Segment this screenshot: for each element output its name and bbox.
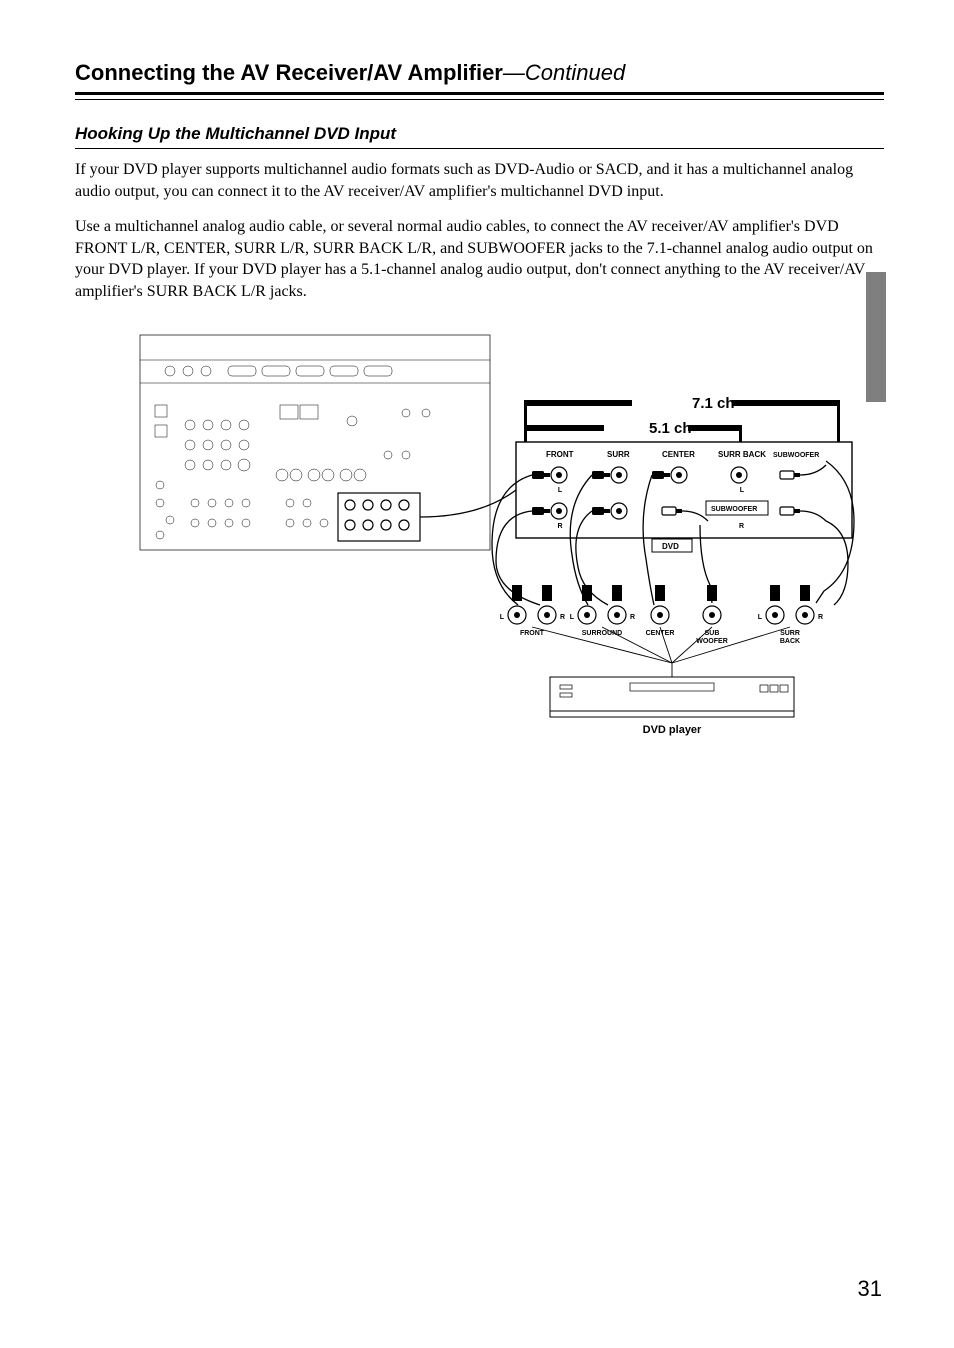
label-dvd-player: DVD player xyxy=(642,724,701,736)
diagram-svg: 7.1 ch 5.1 ch FRONT SURR CENTER SURR BAC… xyxy=(80,325,880,745)
label-L1: L xyxy=(557,487,562,494)
connection-diagram: 7.1 ch 5.1 ch FRONT SURR CENTER SURR BAC… xyxy=(80,325,880,745)
label-surrback: SURR BACK xyxy=(718,450,766,459)
label-surr: SURR xyxy=(607,450,630,459)
label-dvd: DVD xyxy=(662,542,679,551)
label-Rb2: R xyxy=(630,614,635,621)
label-front-b: FRONT xyxy=(519,630,544,637)
label-R1: R xyxy=(557,523,562,530)
receiver-panel xyxy=(140,335,490,550)
label-Rb1: R xyxy=(560,614,565,621)
manual-page: Connecting the AV Receiver/AV Amplifier—… xyxy=(0,0,954,1348)
label-L2: L xyxy=(739,487,744,494)
label-sub-b1: SUB xyxy=(704,630,719,637)
label-center-b: CENTER xyxy=(645,630,674,637)
label-subwoofer: SUBWOOFER xyxy=(711,506,757,513)
body-paragraph-2: Use a multichannel analog audio cable, o… xyxy=(75,216,884,302)
label-71ch: 7.1 ch xyxy=(692,395,735,412)
body-paragraph-1: If your DVD player supports multichannel… xyxy=(75,159,884,202)
section-title: Hooking Up the Multichannel DVD Input xyxy=(75,124,884,144)
label-51ch: 5.1 ch xyxy=(649,420,692,437)
label-R2: R xyxy=(738,523,743,530)
label-surround-b: SURROUND xyxy=(581,630,621,637)
label-surrback-b1: SURR xyxy=(780,630,800,637)
chapter-continued: —Continued xyxy=(503,60,625,85)
dvd-player-body: DVD player xyxy=(550,677,794,736)
label-Lb3: L xyxy=(757,614,762,621)
dvd-jack-panel: FRONT SURR CENTER SURR BACK SUBWOOFER L xyxy=(516,442,852,552)
label-Lb1: L xyxy=(499,614,504,621)
chapter-title-text: Connecting the AV Receiver/AV Amplifier xyxy=(75,60,503,85)
label-center: CENTER xyxy=(662,450,695,459)
label-Rb3: R xyxy=(818,614,823,621)
label-front: FRONT xyxy=(546,450,574,459)
chapter-title: Connecting the AV Receiver/AV Amplifier—… xyxy=(75,60,884,92)
dvd-player-outputs: L R FRONT L R SURROUND CENTER xyxy=(499,585,822,645)
chapter-rule xyxy=(75,92,884,100)
label-Lb2: L xyxy=(569,614,574,621)
page-number: 31 xyxy=(858,1276,882,1302)
section-rule xyxy=(75,148,884,149)
label-surrback-b2: BACK xyxy=(779,638,799,645)
svg-text:SUBWOOFER: SUBWOOFER xyxy=(773,452,819,459)
label-sub-b2: WOOFER xyxy=(696,638,728,645)
